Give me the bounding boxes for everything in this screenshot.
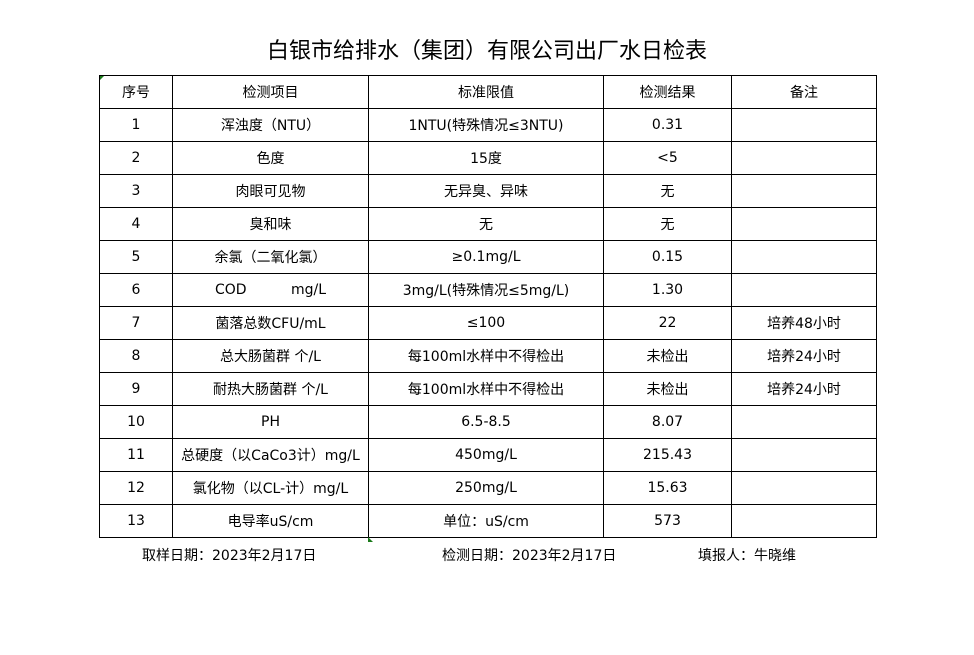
cell-result: 0.31 [603,108,732,142]
cell-result: 1.30 [603,273,732,307]
reporter: 填报人：牛晓维 [698,548,796,564]
cell-index: 11 [99,438,173,472]
table-row: 3 肉眼可见物 无异臭、异味无 [99,174,877,208]
cell-item: 余氯（二氧化氯） [172,240,369,274]
cell-item: 电导率uS/cm [172,504,369,538]
cell-item: COD mg/L [172,273,369,307]
test-date: 检测日期：2023年2月17日 [442,548,617,564]
cell-index: 1 [99,108,173,142]
cell-standard: 每100ml水样中不得检出 [368,372,604,406]
cell-standard: 3mg/L(特殊情况≤5mg/L) [368,273,604,307]
cell-index: 9 [99,372,173,406]
cell-standard: 无 [368,207,604,241]
table-row: 11 总硬度（以CaCo3计）mg/L 450mg/L 215.43 [99,438,877,472]
cell-index: 4 [99,207,173,241]
cell-standard: 250mg/L [368,471,604,505]
table-row: 13 电导率uS/cm 单位：uS/cm 573 [99,504,877,538]
cell-result: 8.07 [603,405,732,439]
cell-standard: 每100ml水样中不得检出 [368,339,604,373]
cell-marker [368,537,373,542]
cell-item: 肉眼可见物 [172,174,369,208]
cell-item: 菌落总数CFU/mL [172,306,369,340]
cell-remark [731,405,877,439]
cell-index: 3 [99,174,173,208]
cell-standard: 15度 [368,141,604,175]
cell-result: 未检出 [603,372,732,406]
header-standard: 标准限值 [368,75,604,109]
cell-result: 无 [603,207,732,241]
cell-result: 15.63 [603,471,732,505]
cell-result: 573 [603,504,732,538]
table-row: 7 菌落总数CFU/mL ≤100 22 培养48小时 [99,306,877,340]
cell-item: 总硬度（以CaCo3计）mg/L [172,438,369,472]
header-row: 序号 检测项目 标准限值 检测结果 备注 [99,75,877,109]
cell-remark: 培养48小时 [731,306,877,340]
table-row: 4 臭和味无无 [99,207,877,241]
cell-item: 浑浊度（NTU） [172,108,369,142]
cell-standard: 6.5-8.5 [368,405,604,439]
cell-remark [731,504,877,538]
cell-remark [731,108,877,142]
cell-result: 22 [603,306,732,340]
cell-index: 2 [99,141,173,175]
cell-standard: 无异臭、异味 [368,174,604,208]
cell-remark [731,141,877,175]
table-row: 1 浑浊度（NTU） 1NTU(特殊情况≤3NTU) 0.31 [99,108,877,142]
cell-standard: 单位：uS/cm [368,504,604,538]
cell-item: PH [172,405,369,439]
table-row: 2 色度 15度 <5 [99,141,877,175]
cell-result: <5 [603,141,732,175]
cell-remark [731,273,877,307]
table-row: 12 氯化物（以CL-计）mg/L 250mg/L 15.63 [99,471,877,505]
cell-item: 臭和味 [172,207,369,241]
sampling-date: 取样日期：2023年2月17日 [142,548,317,564]
cell-index: 6 [99,273,173,307]
header-index: 序号 [99,75,173,109]
cell-remark [731,471,877,505]
table-row: 9 耐热大肠菌群 个/L 每100ml水样中不得检出 未检出 培养24小时 [99,372,877,406]
cell-item: 色度 [172,141,369,175]
cell-index: 7 [99,306,173,340]
cell-remark: 培养24小时 [731,372,877,406]
cell-item: 耐热大肠菌群 个/L [172,372,369,406]
cell-result: 0.15 [603,240,732,274]
cell-remark: 培养24小时 [731,339,877,373]
table-row: 10 PH 6.5-8.5 8.07 [99,405,877,439]
header-result: 检测结果 [603,75,732,109]
page-title: 白银市给排水（集团）有限公司出厂水日检表 [266,39,707,64]
cell-index: 5 [99,240,173,274]
cell-remark [731,240,877,274]
header-item: 检测项目 [172,75,369,109]
cell-index: 8 [99,339,173,373]
cell-item: 氯化物（以CL-计）mg/L [172,471,369,505]
cell-item: 总大肠菌群 个/L [172,339,369,373]
cell-result: 无 [603,174,732,208]
table-row: 8 总大肠菌群 个/L 每100ml水样中不得检出 未检出 培养24小时 [99,339,877,373]
cell-remark [731,438,877,472]
cell-standard: 450mg/L [368,438,604,472]
header-remark: 备注 [731,75,877,109]
cell-index: 13 [99,504,173,538]
cell-result: 215.43 [603,438,732,472]
table-row: 5 余氯（二氧化氯） ≥0.1mg/L 0.15 [99,240,877,274]
cell-result: 未检出 [603,339,732,373]
cell-standard: 1NTU(特殊情况≤3NTU) [368,108,604,142]
cell-index: 10 [99,405,173,439]
inspection-table: 序号 检测项目 标准限值 检测结果 备注 1 浑浊度（NTU） 1NTU(特殊情况≤3NTU)… [99,75,877,538]
cell-index: 12 [99,471,173,505]
table-row: 6 COD mg/L 3mg/L(特殊情况≤5mg/L) 1.30 [99,273,877,307]
cell-remark [731,207,877,241]
cell-standard: ≥0.1mg/L [368,240,604,274]
cell-remark [731,174,877,208]
cell-standard: ≤100 [368,306,604,340]
